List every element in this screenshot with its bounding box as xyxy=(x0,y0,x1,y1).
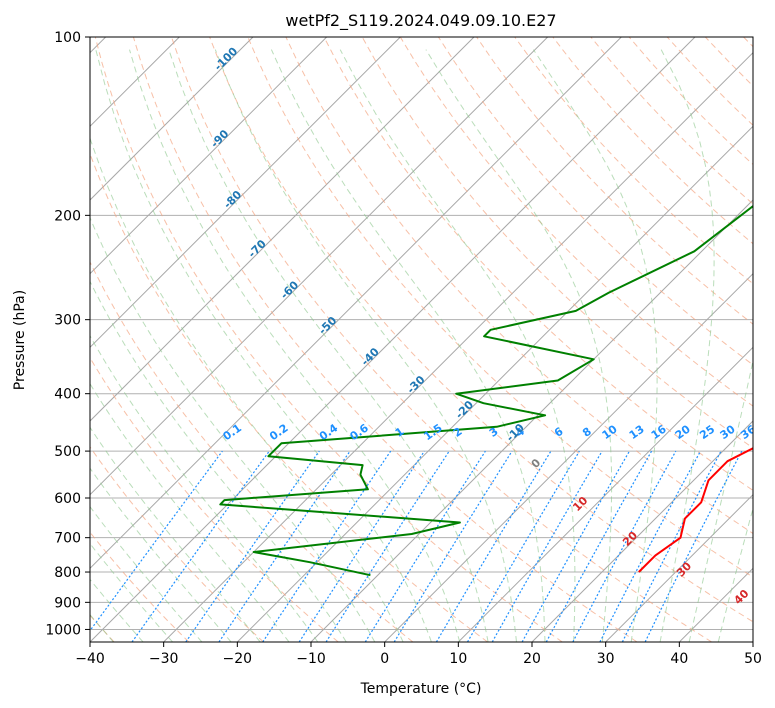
grid-lines xyxy=(90,37,753,630)
isotherm-line xyxy=(163,51,753,642)
isotherm-line xyxy=(90,37,328,275)
moist-adiabat-line xyxy=(90,334,319,642)
x-tick-label: −30 xyxy=(149,651,179,667)
x-tick-label: 20 xyxy=(523,651,541,667)
mixing-ratio-line xyxy=(218,450,351,642)
dry-adiabat-line xyxy=(514,37,753,285)
moist-adiabat-line xyxy=(659,49,715,642)
plot-frame xyxy=(89,36,754,643)
dry-adiabat-line xyxy=(90,356,339,642)
moist-adiabats xyxy=(90,49,753,642)
isotherm-line xyxy=(236,125,753,642)
skewed-isotherms xyxy=(90,37,753,642)
x-axis-ticks: −40 −30 −20 −10 0 10 20 30 40 50 xyxy=(75,642,762,667)
isotherm-line xyxy=(90,37,622,570)
y-tick-label: 700 xyxy=(54,531,81,547)
isotherm-line xyxy=(605,493,753,642)
plot-area: 0.1 0.2 0.4 0.6 1 1.5 2 3 4 6 8 10 13 16 20 25 30 36-100-… xyxy=(90,37,753,642)
moist-adiabat-line xyxy=(95,49,432,642)
x-tick-label: −10 xyxy=(296,651,326,667)
mixing-ratio-line xyxy=(545,450,653,642)
y-tick-label: 400 xyxy=(54,387,81,403)
isotherm-line xyxy=(90,37,475,422)
sounding-series xyxy=(219,204,753,577)
y-tick-label: 900 xyxy=(54,595,81,611)
isotherm-line xyxy=(531,420,753,642)
x-tick-label: −40 xyxy=(75,651,105,667)
y-tick-label: 300 xyxy=(54,313,81,329)
isotherm-line xyxy=(90,37,696,642)
mixing-ratio-line xyxy=(521,450,631,642)
dry-adiabat-line xyxy=(209,37,753,623)
isotherm-line xyxy=(384,272,753,642)
moist-adiabat-line xyxy=(168,49,489,642)
y-tick-label: 200 xyxy=(54,208,81,224)
moist-adiabat-line xyxy=(425,49,613,642)
x-axis-label: Temperature (°C) xyxy=(360,681,482,697)
dewpoint-line xyxy=(219,204,753,577)
moist-adiabat-line xyxy=(90,136,404,642)
x-tick-label: −20 xyxy=(223,651,253,667)
mixing-ratio-line xyxy=(491,450,603,642)
dry-adiabats xyxy=(90,37,753,642)
dry-adiabat-line xyxy=(247,37,753,578)
y-tick-label: 1000 xyxy=(45,622,81,638)
moist-adiabat-line xyxy=(90,426,261,642)
x-tick-label: 50 xyxy=(744,651,762,667)
moist-adiabat-line xyxy=(339,49,576,642)
y-axis-ticks: 100 200 300 400 500 600 700 800 900 1000 xyxy=(45,30,90,638)
dry-adiabat-line xyxy=(285,37,753,535)
x-tick-label: 40 xyxy=(670,651,688,667)
mixing-ratio-line xyxy=(298,450,425,642)
y-tick-label: 500 xyxy=(54,444,81,460)
dry-adiabat-line xyxy=(323,37,753,491)
mixing-ratio-line xyxy=(393,450,513,642)
dry-adiabat-line xyxy=(90,446,264,642)
mixing-ratio-line xyxy=(644,450,743,642)
moist-adiabat-line xyxy=(214,49,517,642)
moist-adiabat-line xyxy=(90,542,173,642)
moist-adiabat-line xyxy=(90,505,203,642)
y-tick-label: 100 xyxy=(54,30,81,46)
chart-title: wetPf2_S119.2024.049.09.10.E27 xyxy=(285,11,556,31)
mixing-ratio-line xyxy=(621,450,722,642)
y-axis-label: Pressure (hPa) xyxy=(12,290,28,390)
moist-adiabat-line xyxy=(270,49,546,642)
moist-adiabat-line xyxy=(129,49,461,642)
y-tick-label: 800 xyxy=(54,565,81,581)
isotherm-line xyxy=(90,37,401,349)
mixing-ratio-line xyxy=(325,450,450,642)
y-tick-label: 600 xyxy=(54,491,81,507)
x-tick-label: 30 xyxy=(597,651,615,667)
moist-adiabat-line xyxy=(717,506,753,642)
isotherm-line xyxy=(90,37,549,496)
dry-adiabat-line xyxy=(90,260,414,642)
moist-adiabat-line xyxy=(90,280,347,642)
mixing-ratio-line xyxy=(185,450,320,642)
moist-adiabat-line xyxy=(532,49,658,642)
x-tick-label: 0 xyxy=(380,651,389,667)
dry-adiabat-line xyxy=(171,37,712,642)
moist-adiabat-line xyxy=(90,467,232,642)
moist-adiabat-line xyxy=(688,358,753,642)
moist-adiabat-line xyxy=(90,382,290,642)
x-tick-label: 10 xyxy=(449,651,467,667)
dry-adiabat-line xyxy=(476,37,753,325)
isotherm-line xyxy=(457,346,753,642)
moist-adiabat-line xyxy=(90,578,144,642)
dry-adiabat-line xyxy=(94,37,563,642)
mixing-ratio-line xyxy=(90,450,223,632)
temperature-line xyxy=(638,447,753,573)
mixing-ratio-line xyxy=(131,450,270,642)
isotherm-line xyxy=(90,37,254,201)
mixing-ratio-line xyxy=(572,450,677,642)
